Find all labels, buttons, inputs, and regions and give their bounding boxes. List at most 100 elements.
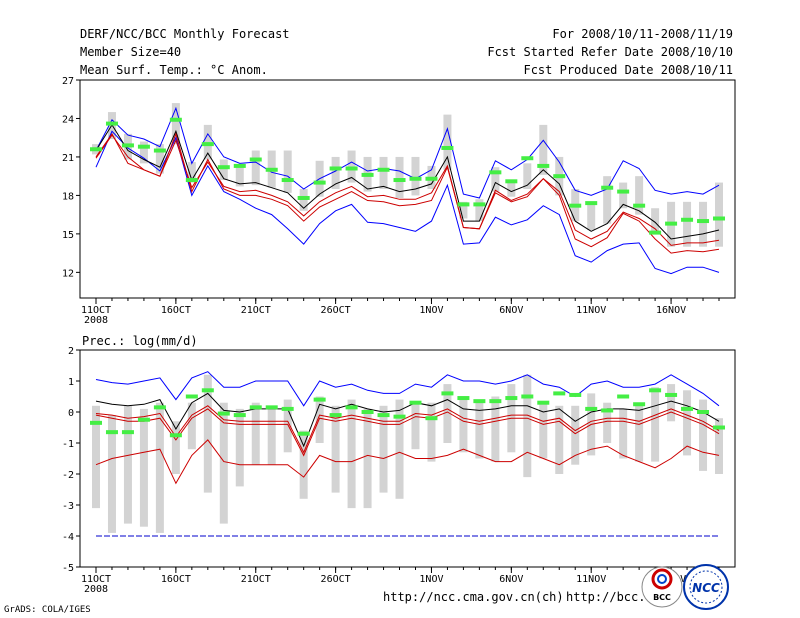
spread-box (347, 399, 356, 509)
ensemble-mean-marker (409, 400, 422, 405)
spread-box (651, 208, 660, 234)
x-tick-label: 1NOV (419, 305, 443, 316)
series-line-q10 (95, 405, 720, 454)
y-tick-label: 21 (62, 153, 74, 164)
spread-box (475, 199, 484, 222)
ensemble-mean-marker (281, 178, 294, 183)
ensemble-mean-marker (361, 410, 374, 414)
spread-box (299, 430, 308, 499)
spread-box (331, 156, 340, 189)
ensemble-mean-marker (665, 392, 678, 397)
ensemble-mean-marker (409, 176, 422, 181)
ensemble-mean-marker (505, 179, 518, 184)
spread-box (587, 204, 596, 231)
x-tick-label: 11OCT (81, 574, 111, 585)
ensemble-mean-marker (665, 221, 678, 226)
ensemble-mean-marker (393, 178, 406, 183)
spread-box (603, 176, 612, 224)
spread-box (235, 167, 244, 187)
ensemble-mean-marker (105, 121, 118, 126)
spread-box (155, 144, 164, 174)
spread-box (219, 159, 228, 181)
year-label: 2008 (84, 584, 108, 595)
ensemble-mean-marker (201, 388, 214, 393)
spread-box (379, 405, 388, 493)
ensemble-mean-marker (393, 414, 406, 419)
series-line-median (95, 123, 720, 240)
spread-box (92, 405, 100, 509)
spread-box (539, 402, 548, 459)
series-line-max (95, 130, 720, 275)
x-tick-label: 26OCT (321, 574, 351, 585)
spread-box (459, 201, 468, 219)
y-tick-label: -1 (62, 439, 74, 450)
spread-box (139, 141, 148, 164)
spread-box (619, 182, 628, 209)
x-tick-label: 6NOV (499, 574, 523, 585)
y-tick-label: 15 (62, 230, 74, 241)
ensemble-mean-marker (201, 142, 214, 147)
ensemble-mean-marker (681, 406, 694, 411)
ensemble-mean-marker (505, 396, 518, 401)
x-tick-label: 11NOV (576, 305, 606, 316)
ensemble-mean-marker (377, 413, 390, 418)
y-tick-label: 0 (68, 408, 74, 419)
series-line-q90 (95, 371, 720, 407)
footer-url-bcc[interactable]: http://bcc. (566, 590, 646, 604)
ensemble-mean-marker (521, 156, 534, 161)
x-tick-label: 26OCT (321, 305, 351, 316)
spread-box (491, 396, 500, 462)
ensemble-mean-marker (617, 394, 630, 399)
ensemble-mean-marker (553, 174, 566, 179)
spread-box (187, 162, 196, 183)
spread-box (683, 390, 692, 456)
ensemble-mean-marker (249, 405, 262, 410)
spread-box (523, 163, 532, 189)
ensemble-mean-marker (121, 430, 134, 435)
x-tick-label: 16OCT (161, 305, 191, 316)
spread-box (667, 384, 676, 422)
spread-box (619, 408, 628, 459)
spread-box (379, 156, 388, 189)
ensemble-mean-marker (473, 399, 486, 404)
ensemble-mean-marker (185, 394, 198, 399)
spread-box (523, 374, 532, 478)
x-tick-label: 6NOV (499, 305, 523, 316)
spread-box (555, 405, 564, 474)
ensemble-mean-marker (713, 216, 725, 221)
spread-box (539, 124, 548, 175)
spread-box (363, 408, 372, 509)
ensemble-mean-marker (537, 400, 550, 405)
footer-url-ncc[interactable]: http://ncc.cma.gov.cn(ch) (383, 590, 564, 604)
spread-box (651, 387, 660, 462)
spread-box (683, 201, 692, 247)
spread-box (635, 176, 644, 215)
spread-box (315, 396, 324, 443)
ensemble-mean-marker (681, 217, 694, 222)
spread-box (603, 402, 612, 443)
x-tick-label: 21OCT (241, 574, 271, 585)
ensemble-mean-marker (281, 406, 294, 411)
ensemble-mean-marker (425, 416, 438, 421)
spread-box (443, 384, 452, 443)
ensemble-mean-marker (90, 420, 102, 425)
ensemble-mean-marker (217, 165, 230, 170)
ensemble-mean-marker (489, 399, 502, 404)
spread-box (411, 402, 420, 450)
variable-label: Mean Surf. Temp.: °C Anom. (80, 63, 268, 77)
ensemble-mean-marker (697, 219, 710, 224)
spread-box (171, 421, 180, 474)
spread-box (475, 402, 484, 459)
spread-box (251, 150, 260, 186)
ensemble-mean-marker (649, 388, 662, 393)
spread-box (251, 402, 260, 465)
ensemble-mean-marker (713, 425, 725, 430)
ensemble-mean-marker (633, 402, 646, 407)
ensemble-mean-marker (697, 410, 710, 414)
ensemble-mean-marker (585, 406, 598, 411)
year-label: 2008 (84, 315, 108, 326)
ensemble-mean-marker (537, 163, 550, 168)
ensemble-mean-marker (185, 178, 198, 183)
ensemble-mean-marker (473, 202, 486, 207)
